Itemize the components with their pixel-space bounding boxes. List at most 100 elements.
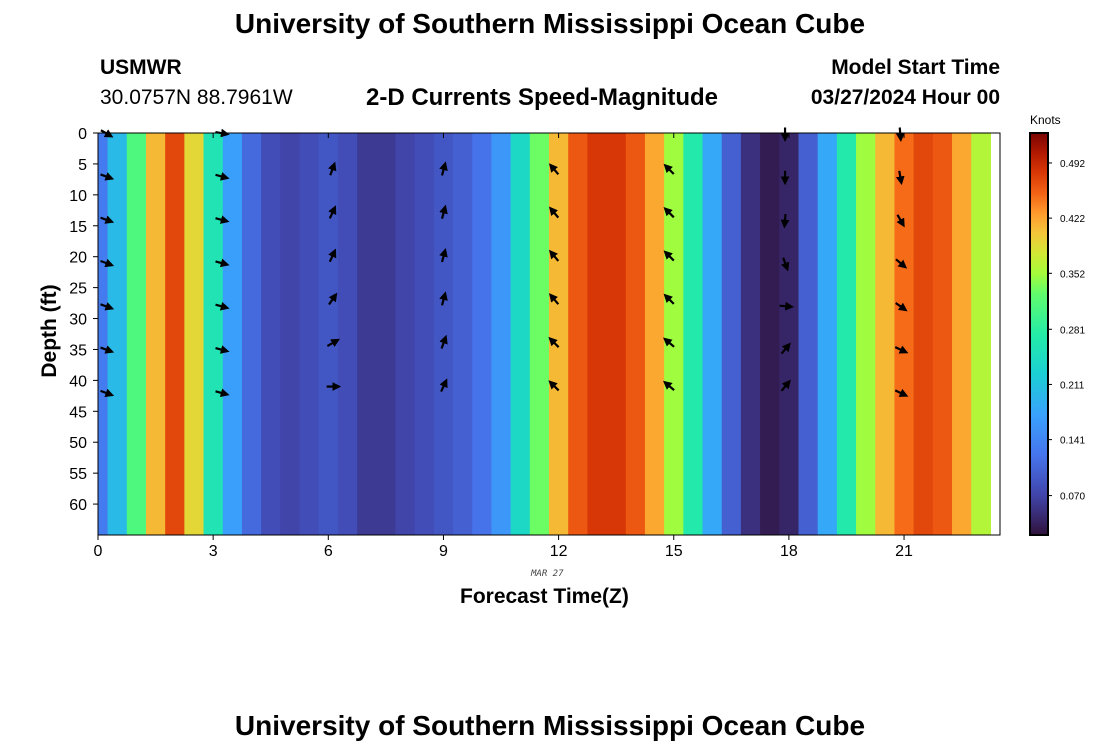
heatmap-column (568, 133, 588, 535)
current-vector-arrow (662, 337, 675, 348)
y-tick-label: 55 (69, 466, 87, 483)
heatmap-column (395, 133, 416, 535)
heatmap-column (894, 133, 915, 535)
current-vector-arrow (215, 345, 230, 354)
y-axis-label: Depth (ft) (38, 284, 61, 378)
current-vector-arrow (780, 342, 791, 355)
y-tick-label: 0 (78, 126, 87, 143)
current-vector-arrow (439, 204, 448, 219)
date-note: MAR 27 (531, 569, 564, 579)
current-vector-arrow (215, 258, 230, 268)
heatmap-column (760, 133, 780, 535)
heatmap-column (971, 133, 992, 535)
heatmap-column (318, 133, 339, 535)
heatmap-column (241, 133, 262, 535)
y-tick-label: 20 (69, 250, 87, 267)
heatmap-column (414, 133, 435, 535)
current-vector-arrow (548, 293, 560, 305)
current-vector-arrow (328, 292, 338, 306)
y-tick-label: 60 (69, 497, 87, 514)
current-vector-arrow (663, 163, 675, 175)
colorbar-ticks: 0.070 0.141 0.211 0.281 0.352 0.422 0.492 (1048, 159, 1085, 503)
station-id: USMWR (100, 56, 182, 79)
colorbar-tick-label: 0.211 (1060, 380, 1085, 391)
current-vector-arrow (895, 170, 905, 186)
x-tick-label: 18 (780, 543, 798, 560)
current-vector-arrow (662, 380, 675, 391)
heatmap-column (337, 133, 358, 535)
current-vector-arrow (780, 379, 791, 392)
station-coords: 30.0757N 88.7961W (100, 86, 293, 109)
current-vector-arrow (548, 163, 560, 176)
heatmap-column (433, 133, 454, 535)
heatmap-column (357, 133, 377, 535)
current-vector-arrow (663, 207, 675, 219)
current-vector-arrow (894, 345, 909, 354)
current-vector-arrow (100, 215, 115, 224)
heatmap-column (875, 133, 896, 535)
heatmap-column (472, 133, 493, 535)
y-tick-label: 40 (69, 373, 87, 390)
page-title: University of Southern Mississippi Ocean… (234, 8, 866, 39)
heatmap-column (932, 133, 953, 535)
heatmap-column (453, 133, 473, 535)
current-vector-arrow (663, 250, 675, 262)
heatmap-column (222, 133, 243, 535)
heatmap-column (683, 133, 704, 535)
heatmap-column (549, 133, 569, 535)
heatmap-column (126, 133, 147, 535)
y-tick-label: 25 (69, 281, 87, 298)
colorbar-tick-label: 0.492 (1060, 159, 1085, 170)
current-vector-arrow (328, 248, 337, 263)
current-vector-arrow (780, 257, 790, 272)
heatmap-column (644, 133, 665, 535)
current-vector-arrow (439, 378, 448, 393)
heatmap-column (280, 133, 301, 535)
plot-frame (97, 132, 1001, 536)
heatmap-column (817, 133, 838, 535)
current-vector-arrow (328, 161, 337, 176)
current-vector-arrow (894, 388, 909, 397)
heatmap-column (913, 133, 934, 535)
current-vector-arrow (215, 215, 230, 224)
current-vector-arrow (779, 301, 795, 311)
x-tick-label: 6 (324, 543, 333, 560)
y-tick-label: 45 (69, 404, 87, 421)
current-vector-arrow (548, 249, 560, 262)
y-tick-label: 10 (69, 188, 87, 205)
current-vector-arrow (100, 258, 115, 268)
x-axis-label: Forecast Time(Z) (460, 585, 629, 608)
current-vectors (100, 127, 909, 398)
y-tick-label: 30 (69, 312, 87, 329)
x-tick-label: 15 (665, 543, 683, 560)
heatmap-column (376, 133, 397, 535)
heatmap-column (491, 133, 512, 535)
heatmap-column (184, 133, 205, 535)
heatmap-column (606, 133, 627, 535)
x-tick-label: 21 (895, 543, 913, 560)
current-vector-arrow (439, 334, 448, 349)
current-vector-arrow (548, 380, 560, 392)
x-tick-label: 9 (439, 543, 448, 560)
heatmap-column (587, 133, 608, 535)
model-start-label: Model Start Time (831, 56, 1000, 79)
current-vector-arrow (439, 247, 448, 263)
heatmap-column (952, 133, 972, 535)
heatmap-column (721, 133, 742, 535)
x-tick-label: 12 (550, 543, 568, 560)
colorbar-tick-label: 0.281 (1060, 325, 1085, 336)
y-tick-label: 5 (78, 157, 87, 174)
current-vector-arrow (439, 161, 448, 176)
current-vector-arrow (100, 345, 115, 354)
colorbar (1029, 132, 1049, 536)
heatmap-column (740, 133, 761, 535)
model-start-time: 03/27/2024 Hour 00 (810, 86, 1000, 109)
colorbar-units-label: Knots (1030, 113, 1061, 127)
colorbar-tick-label: 0.070 (1060, 492, 1085, 503)
y-tick-label: 15 (69, 219, 87, 236)
heatmap-column (798, 133, 819, 535)
current-vector-arrow (896, 214, 905, 228)
heatmap-column (625, 133, 646, 535)
y-tick-label: 50 (69, 435, 87, 452)
